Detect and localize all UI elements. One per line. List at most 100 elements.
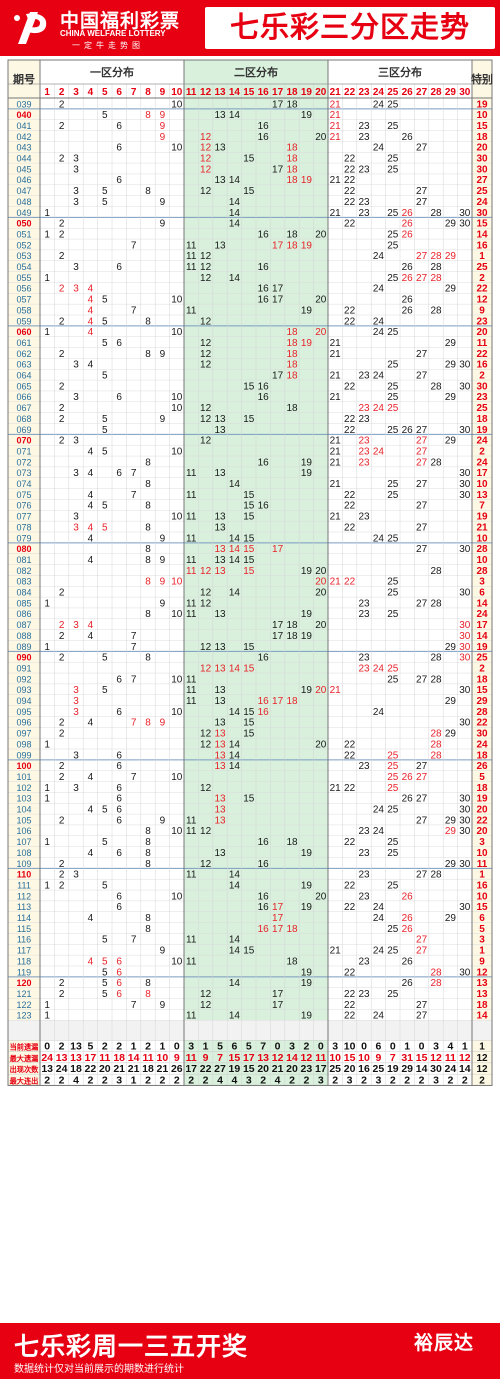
drawn-number: 17 bbox=[272, 371, 284, 382]
drawn-number: 9 bbox=[160, 197, 166, 208]
drawn-number: 21 bbox=[330, 208, 342, 219]
drawn-number: 6 bbox=[116, 707, 122, 718]
drawn-number: 2 bbox=[59, 349, 65, 360]
stat-value: 2 bbox=[102, 1041, 108, 1053]
drawn-number: 23 bbox=[358, 446, 370, 457]
drawn-number: 29 bbox=[445, 219, 457, 230]
col-number-header: 3 bbox=[73, 87, 79, 98]
drawn-number: 4 bbox=[88, 805, 94, 816]
drawn-number: 11 bbox=[186, 251, 197, 262]
drawn-number: 29 bbox=[445, 913, 457, 924]
col-number-header: 4 bbox=[88, 87, 94, 98]
drawn-number: 25 bbox=[387, 946, 399, 957]
col-number-header: 23 bbox=[358, 87, 370, 98]
stat-value: 3 bbox=[375, 1074, 381, 1086]
drawn-number: 22 bbox=[344, 522, 356, 533]
drawn-number: 27 bbox=[416, 772, 428, 783]
drawn-number: 8 bbox=[145, 837, 151, 848]
drawn-number: 5 bbox=[102, 295, 108, 306]
stat-value: 17 bbox=[185, 1063, 197, 1075]
drawn-number: 7 bbox=[131, 490, 137, 501]
drawn-number: 6 bbox=[116, 956, 122, 967]
drawn-number: 25 bbox=[387, 273, 399, 284]
drawn-number: 2 bbox=[59, 718, 65, 729]
period-number: 079 bbox=[16, 533, 31, 543]
drawn-number: 29 bbox=[445, 642, 457, 653]
drawn-number: 2 bbox=[59, 588, 65, 599]
special-number: 27 bbox=[476, 175, 488, 186]
drawn-number: 2 bbox=[59, 761, 65, 772]
drawn-number: 15 bbox=[243, 381, 255, 392]
special-number: 16 bbox=[476, 360, 488, 371]
lottery-logo-icon bbox=[14, 12, 47, 44]
stat-value: 0 bbox=[318, 1041, 324, 1053]
drawn-number: 14 bbox=[229, 555, 241, 566]
drawn-number: 18 bbox=[286, 143, 298, 154]
drawn-number: 11 bbox=[186, 262, 197, 273]
drawn-number: 11 bbox=[186, 305, 197, 316]
drawn-number: 29 bbox=[445, 360, 457, 371]
drawn-number: 13 bbox=[214, 468, 226, 479]
drawn-number: 13 bbox=[214, 848, 226, 859]
drawn-number: 15 bbox=[243, 501, 255, 512]
drawn-number: 12 bbox=[200, 414, 212, 425]
stat-value: 18 bbox=[70, 1063, 82, 1075]
drawn-number: 5 bbox=[102, 685, 108, 696]
drawn-number: 22 bbox=[344, 490, 356, 501]
stat-value: 11 bbox=[186, 1052, 197, 1064]
col-number-header: 7 bbox=[131, 87, 137, 98]
drawn-number: 29 bbox=[445, 284, 457, 295]
footer-bar: 七乐彩周一三五开奖 数据统计仅对当前展示的期数进行统计 裕辰达 bbox=[0, 1323, 500, 1379]
stat-value: 17 bbox=[315, 1063, 327, 1075]
drawn-number: 30 bbox=[459, 490, 471, 501]
drawn-number: 1 bbox=[44, 229, 50, 240]
drawn-number: 8 bbox=[145, 826, 151, 837]
drawn-number: 24 bbox=[373, 805, 385, 816]
drawn-number: 23 bbox=[358, 609, 370, 620]
drawn-number: 21 bbox=[330, 685, 342, 696]
drawn-number: 30 bbox=[459, 642, 471, 653]
period-number: 066 bbox=[16, 392, 31, 402]
period-number: 111 bbox=[17, 880, 31, 890]
drawn-number: 19 bbox=[301, 110, 313, 121]
drawn-number: 4 bbox=[88, 555, 94, 566]
stat-value: 1 bbox=[131, 1041, 137, 1053]
drawn-number: 19 bbox=[301, 848, 313, 859]
drawn-number: 11 bbox=[186, 870, 197, 881]
drawn-number: 13 bbox=[214, 522, 226, 533]
drawn-number: 13 bbox=[214, 794, 226, 805]
stat-value: 9 bbox=[375, 1052, 381, 1064]
drawn-number: 15 bbox=[243, 729, 255, 740]
special-number: 19 bbox=[476, 99, 488, 110]
special-number: 3 bbox=[479, 935, 485, 946]
drawn-number: 30 bbox=[459, 208, 471, 219]
drawn-number: 16 bbox=[258, 392, 270, 403]
stat-value: 2 bbox=[59, 1074, 65, 1086]
drawn-number: 25 bbox=[387, 588, 399, 599]
drawn-number: 22 bbox=[344, 501, 356, 512]
drawn-number: 13 bbox=[214, 815, 226, 826]
special-number: 14 bbox=[476, 1011, 488, 1022]
stat-special-value: 2 bbox=[479, 1075, 485, 1086]
spacer-band bbox=[8, 1020, 492, 1041]
drawn-number: 5 bbox=[102, 967, 108, 978]
drawn-number: 14 bbox=[229, 175, 241, 186]
drawn-number: 22 bbox=[344, 175, 356, 186]
drawn-number: 8 bbox=[145, 978, 151, 989]
drawn-number: 10 bbox=[171, 392, 183, 403]
drawn-number: 1 bbox=[44, 1000, 50, 1011]
period-number: 101 bbox=[16, 772, 31, 782]
period-number: 120 bbox=[16, 978, 31, 988]
drawn-number: 11 bbox=[186, 815, 197, 826]
stat-value: 3 bbox=[347, 1074, 353, 1086]
drawn-number: 13 bbox=[214, 663, 226, 674]
period-number: 116 bbox=[17, 935, 31, 945]
special-number: 9 bbox=[479, 305, 485, 316]
drawn-number: 20 bbox=[315, 327, 327, 338]
drawn-number: 29 bbox=[445, 392, 457, 403]
special-number: 15 bbox=[476, 902, 488, 913]
drawn-number: 10 bbox=[171, 772, 183, 783]
drawn-number: 23 bbox=[358, 371, 370, 382]
